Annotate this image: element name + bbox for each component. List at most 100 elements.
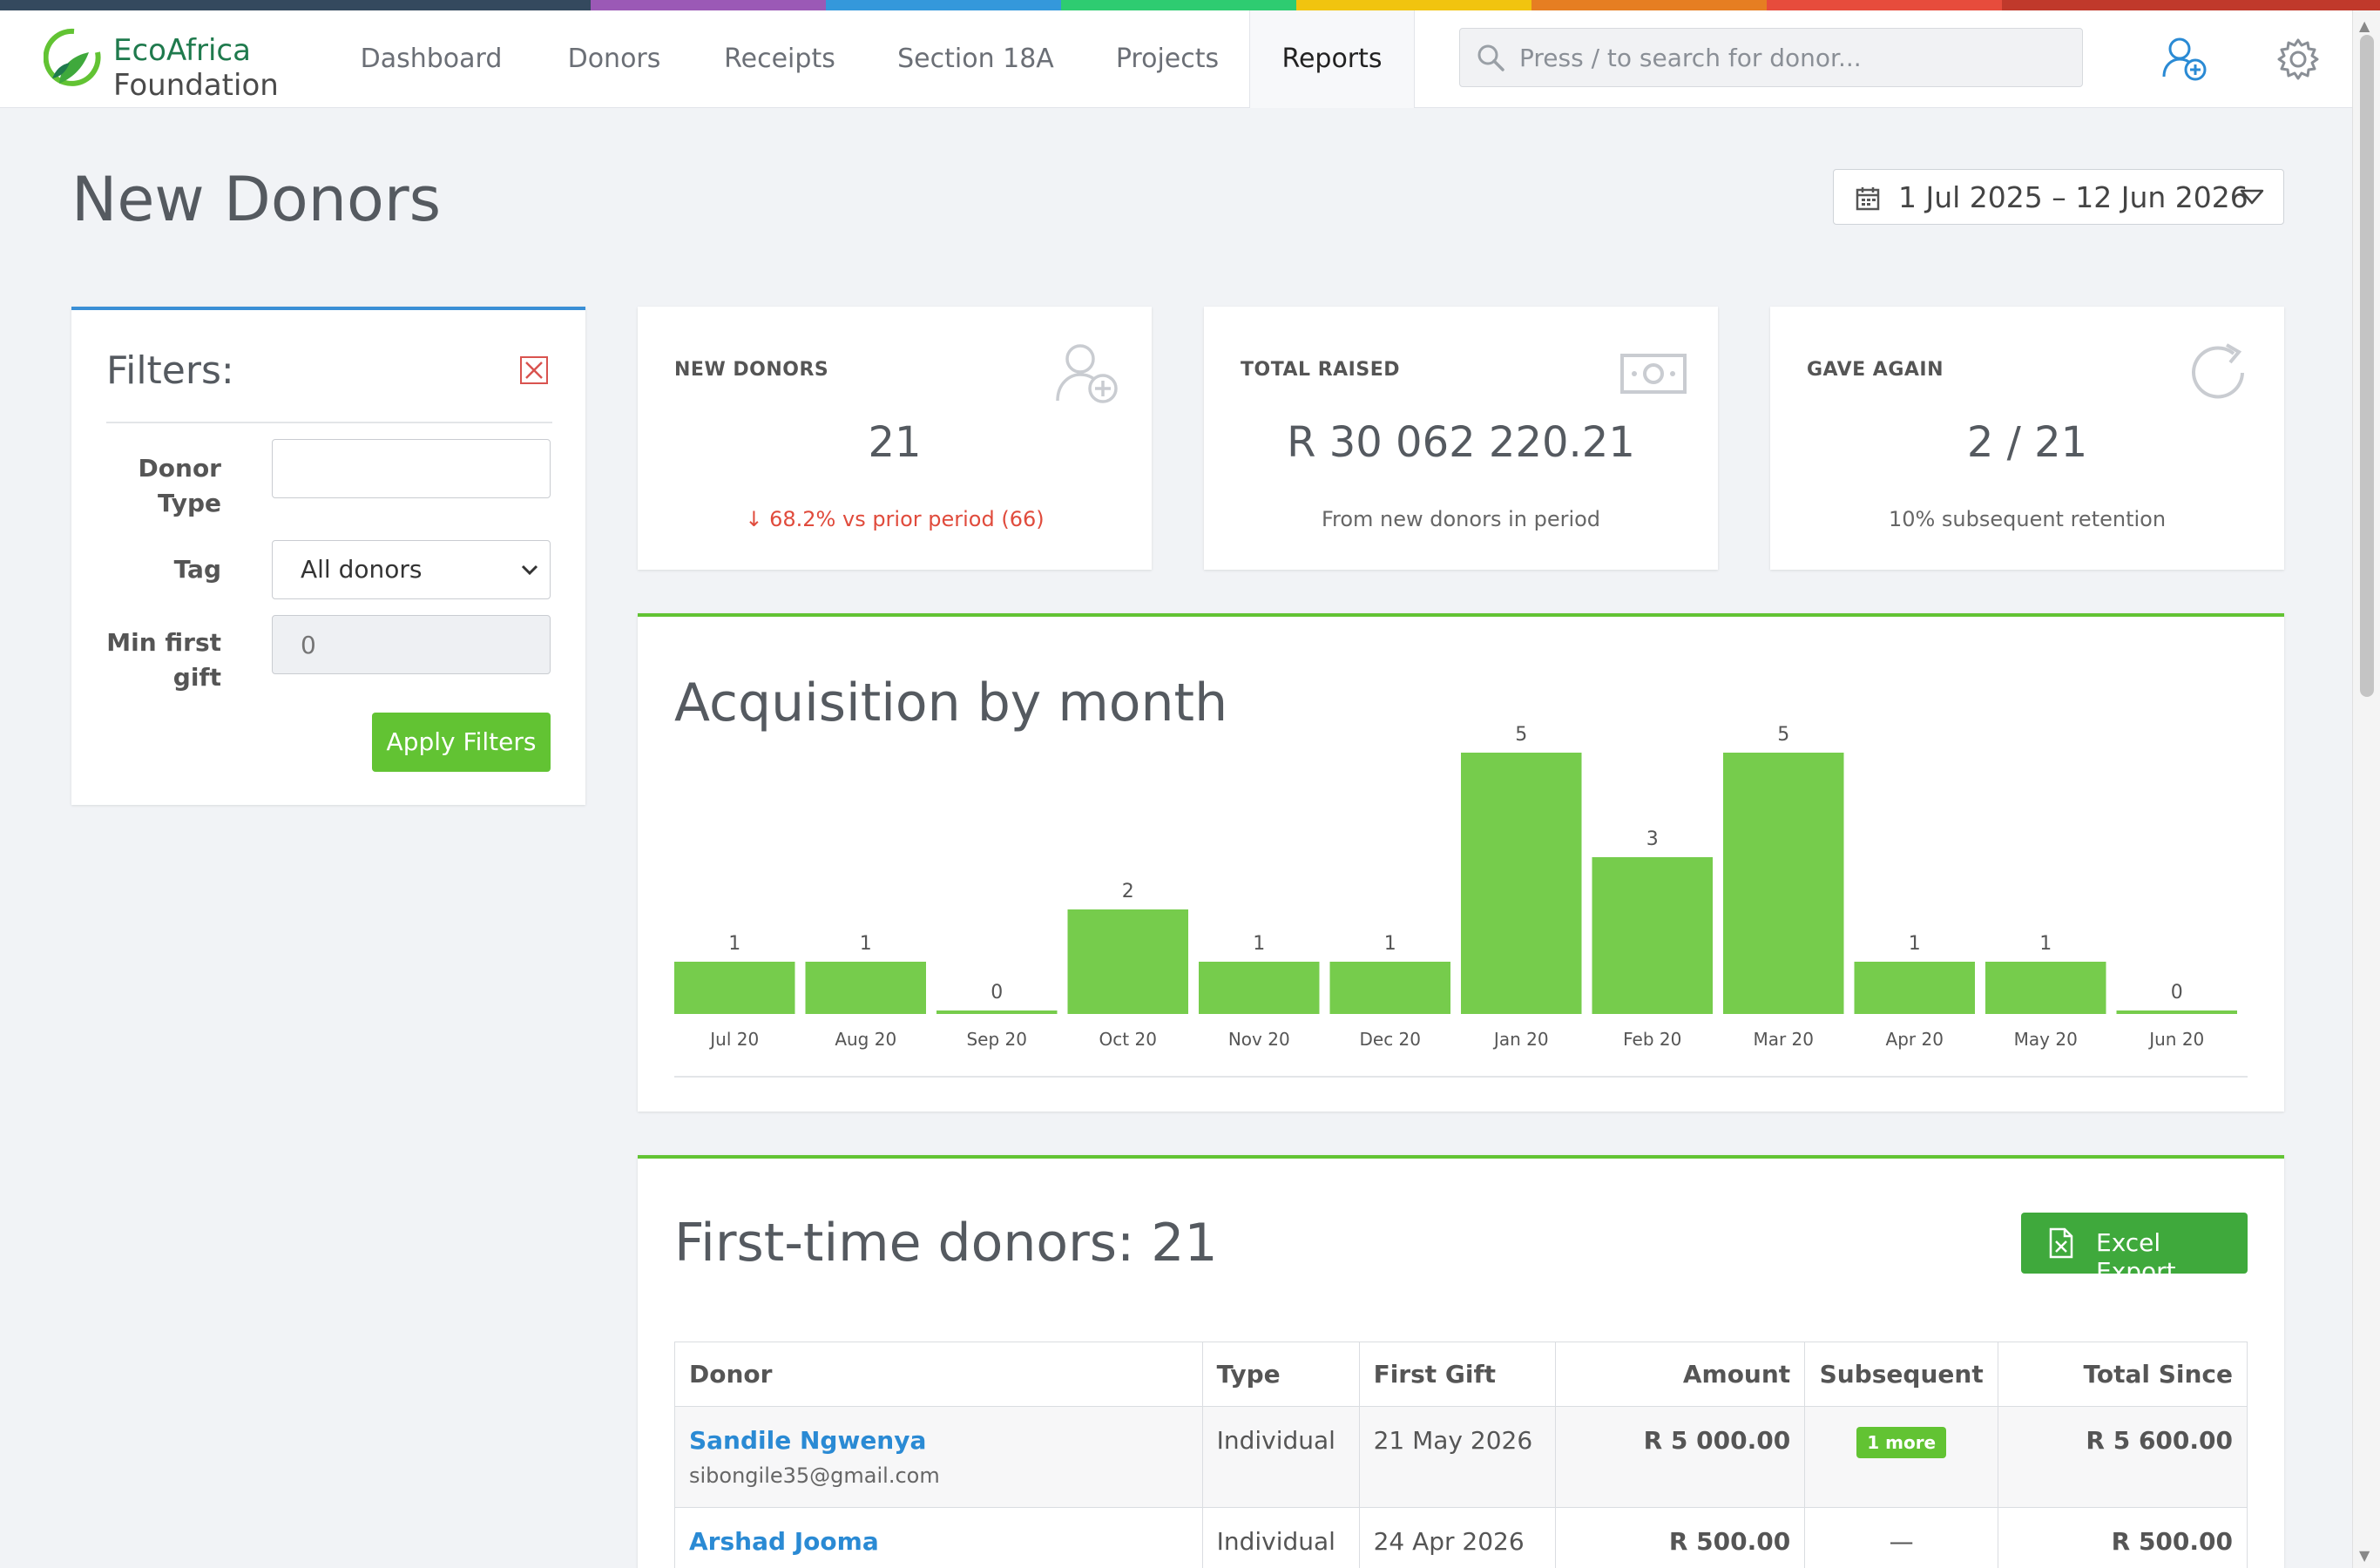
nav-donors[interactable]: Donors (567, 44, 661, 74)
new-donors-label: NEW DONORS (674, 359, 829, 381)
gave-again-label: GAVE AGAIN (1807, 359, 1944, 381)
bar-value-label: 5 (1515, 724, 1527, 746)
donor-name-link[interactable]: Sandile Ngwenya (689, 1426, 927, 1455)
donor-search[interactable] (1459, 28, 2083, 87)
table-row: Sandile Ngwenya sibongile35@gmail.com In… (674, 1406, 2248, 1508)
bar-value-label: 1 (728, 933, 740, 955)
bar-apr-20[interactable] (1854, 962, 1976, 1014)
gave-again-card: GAVE AGAIN 2 / 21 10% subsequent retenti… (1770, 307, 2284, 570)
brand-logo[interactable]: EcoAfrica Foundation (44, 23, 287, 103)
col-donor[interactable]: Donor (674, 1342, 1203, 1407)
refresh-icon (2192, 343, 2244, 399)
bar-value-label: 1 (1253, 933, 1265, 955)
tag-select[interactable]: All donors (272, 540, 551, 599)
close-icon[interactable] (519, 355, 549, 385)
first-time-donors-panel: First-time donors: 21 Excel Export Donor… (638, 1155, 2284, 1568)
bar-value-label: 3 (1646, 828, 1659, 850)
col-amount[interactable]: Amount (1555, 1342, 1806, 1407)
col-subsequent[interactable]: Subsequent (1804, 1342, 1999, 1407)
top-navbar: EcoAfrica Foundation Dashboard Donors Re… (0, 10, 2352, 108)
bar-jun-20[interactable] (2116, 1010, 2238, 1014)
nav-section-18a[interactable]: Section 18A (897, 44, 1054, 74)
donor-name-link[interactable]: Arshad Jooma (689, 1527, 879, 1556)
donor-type-input[interactable] (272, 439, 551, 498)
nav-reports[interactable]: Reports (1249, 10, 1415, 108)
nav-receipts[interactable]: Receipts (724, 44, 835, 74)
x-tick-label: Jul 20 (708, 1029, 759, 1050)
min-first-gift-label: Min first gift (106, 628, 221, 692)
x-tick-label: Feb 20 (1623, 1029, 1681, 1050)
acquisition-chart-panel: Acquisition by month 1 Jul 20 1 Aug 20 0 Sep … (638, 613, 2284, 1112)
scrollbar-thumb[interactable] (2360, 35, 2374, 697)
min-first-gift-input[interactable] (272, 615, 551, 674)
add-user-icon[interactable] (2159, 33, 2211, 85)
bar-value-label: 1 (860, 933, 872, 955)
nav-projects[interactable]: Projects (1115, 44, 1220, 74)
bar-sep-20[interactable] (936, 1010, 1058, 1014)
bar-value-label: 2 (1122, 881, 1134, 902)
filters-panel: Filters: Donor Type Tag All donors Min f… (71, 307, 585, 805)
search-input[interactable] (1519, 29, 2059, 86)
x-tick-label: Jan 20 (1492, 1029, 1549, 1050)
bar-aug-20[interactable] (805, 962, 927, 1014)
bar-jan-20[interactable] (1461, 753, 1582, 1014)
x-tick-label: Sep 20 (966, 1029, 1027, 1050)
add-user-icon (1056, 344, 1118, 403)
nav-dashboard[interactable]: Dashboard (360, 44, 503, 74)
bar-may-20[interactable] (1985, 962, 2106, 1014)
strip-segment (1296, 0, 1531, 10)
x-tick-label: Oct 20 (1099, 1029, 1157, 1050)
col-total-since[interactable]: Total Since (1998, 1342, 2248, 1407)
new-donors-change: ↓ 68.2% vs prior period (66) (745, 507, 1045, 531)
bar-value-label: 0 (2171, 982, 2183, 1004)
excel-export-button[interactable]: Excel Export (2021, 1213, 2248, 1286)
brand-name-line1: EcoAfrica (113, 33, 251, 68)
table-row: Arshad Jooma Individual 24 Apr 2026 R 50… (674, 1507, 2248, 1568)
scroll-up-icon[interactable]: ▲ (2359, 17, 2370, 34)
page-title: New Donors (71, 164, 442, 235)
col-type[interactable]: Type (1201, 1342, 1360, 1407)
bar-value-label: 1 (1384, 933, 1396, 955)
chart-title: Acquisition by month (674, 672, 1228, 733)
acquisition-bar-chart: 1 Jul 20 1 Aug 20 0 Sep 20 2 Oct 20 1 Nov 20 1 Dec … (674, 724, 2248, 1078)
total-since-cell: R 500.00 (1998, 1507, 2248, 1568)
bar-jul-20[interactable] (674, 962, 795, 1014)
page-scrollbar[interactable]: ▲ ▼ (2352, 10, 2380, 1568)
first-gift-cell: 21 May 2026 (1358, 1406, 1557, 1508)
bar-oct-20[interactable] (1067, 909, 1189, 1014)
tag-select-value: All donors (301, 555, 423, 584)
gave-again-value: 2 / 21 (1966, 418, 2088, 467)
bar-feb-20[interactable] (1592, 857, 1714, 1014)
x-tick-label: Dec 20 (1359, 1029, 1421, 1050)
type-cell: Individual (1201, 1507, 1360, 1568)
type-cell: Individual (1201, 1406, 1360, 1508)
subsequent-badge[interactable]: 1 more (1856, 1427, 1947, 1458)
search-icon (1477, 44, 1504, 71)
strip-segment (2002, 0, 2380, 10)
apply-filters-button[interactable]: Apply Filters (372, 713, 551, 772)
bar-value-label: 1 (1909, 933, 1921, 955)
scroll-down-icon[interactable]: ▼ (2359, 1547, 2370, 1564)
donor-type-label: Donor Type (138, 454, 221, 517)
col-first-gift[interactable]: First Gift (1358, 1342, 1557, 1407)
donor-cell: Sandile Ngwenya sibongile35@gmail.com (674, 1406, 1203, 1508)
strip-segment (826, 0, 1061, 10)
total-raised-label: TOTAL RAISED (1241, 359, 1400, 381)
strip-segment (1767, 0, 2002, 10)
x-tick-label: Aug 20 (835, 1029, 896, 1050)
x-tick-label: Apr 20 (1886, 1029, 1944, 1050)
gear-icon[interactable] (2272, 33, 2324, 85)
bar-dec-20[interactable] (1329, 962, 1451, 1014)
x-tick-label: Mar 20 (1753, 1029, 1814, 1050)
bar-mar-20[interactable] (1723, 753, 1844, 1014)
strip-segment (1531, 0, 1767, 10)
bar-value-label: 1 (2039, 933, 2052, 955)
total-raised-value: R 30 062 220.21 (1287, 418, 1635, 467)
date-range-picker[interactable]: 1 Jul 2025 – 12 Jun 2026 (1833, 169, 2284, 225)
bar-value-label: 0 (991, 982, 1003, 1004)
subsequent-cell: — (1804, 1507, 1999, 1568)
table-header-row: Donor Type First Gift Amount Subsequent … (674, 1342, 2248, 1407)
total-raised-sub: From new donors in period (1321, 507, 1601, 531)
bar-nov-20[interactable] (1199, 962, 1320, 1014)
strip-segment (1061, 0, 1296, 10)
